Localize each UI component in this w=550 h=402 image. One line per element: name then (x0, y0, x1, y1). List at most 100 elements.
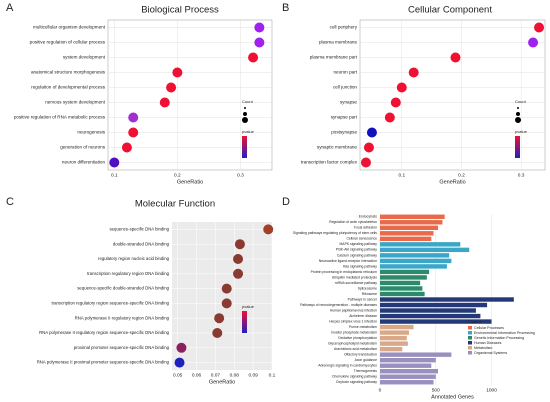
y-tick-label: Spliceosome (358, 286, 378, 290)
legend-colorbar (242, 136, 247, 158)
y-tick-label: RNA polymerase II proximal promoter sequ… (37, 360, 170, 365)
dot (384, 112, 395, 123)
x-tick-label: 0.07 (211, 372, 221, 378)
bar (380, 352, 452, 357)
y-tick-label: Alzheimer disease (349, 314, 377, 318)
bar (380, 319, 492, 324)
y-tick-label: Oxytocin signaling pathway (336, 380, 377, 384)
dot (109, 157, 120, 168)
x-tick-label: 0.1 (398, 172, 405, 178)
legend-label: Cellular Processes (474, 326, 504, 330)
dot (396, 82, 407, 93)
y-tick-label: nervous system development (45, 100, 105, 105)
chart-title: Biological Process (141, 5, 219, 16)
x-tick-label: 0 (379, 387, 382, 393)
dot (221, 298, 232, 309)
y-tick-label: Oxidative phosphorylation (338, 336, 377, 340)
y-tick-label: regulatory region nucleic acid binding (98, 256, 170, 261)
bar (380, 335, 407, 341)
x-tick-label: 0.09 (248, 372, 258, 378)
x-axis-label: GeneRatio (209, 379, 235, 385)
dot (214, 313, 225, 324)
legend-title: Class A (468, 319, 482, 324)
dot (408, 67, 419, 78)
y-tick-label: proximal promoter sequence-specific DNA … (74, 345, 170, 350)
y-tick-label: Herpes simplex virus 1 infection (329, 319, 377, 323)
dot (366, 127, 377, 138)
y-tick-label: Glycerophospholipid metabolism (328, 342, 377, 346)
bar (380, 247, 470, 253)
y-tick-label: Human papillomavirus infection (330, 308, 377, 312)
dot (212, 328, 223, 338)
y-tick-label: RNA polymerase II regulatory region DNA … (75, 315, 170, 320)
dot (534, 22, 545, 33)
y-tick-label: sequence-specific DNA binding (110, 227, 170, 232)
dot (128, 112, 139, 123)
dot (166, 82, 177, 93)
y-tick-label: Ras signaling pathway (343, 264, 377, 268)
legend-swatch (468, 351, 472, 355)
bar (380, 341, 408, 346)
y-tick-label: positive regulation of cellular process (30, 40, 106, 45)
legend-swatch (517, 107, 519, 109)
chart-title: Cellular Component (408, 5, 492, 16)
y-tick-label: double-stranded DNA binding (113, 241, 170, 246)
y-tick-label: Axon guidance (355, 358, 378, 362)
bar (380, 380, 434, 385)
y-tick-label: multicellular organism development (33, 25, 106, 30)
y-tick-label: positive regulation of RNA metabolic pro… (14, 115, 106, 120)
bar (380, 374, 436, 379)
bar (380, 231, 434, 236)
bar (380, 302, 488, 308)
dot (528, 37, 539, 48)
dot (363, 142, 374, 153)
y-tick-label: Signaling pathways regulating pluripoten… (293, 231, 377, 235)
dot (450, 52, 461, 63)
chart-title: Molecular Function (135, 199, 215, 210)
bar (380, 297, 514, 302)
bar (380, 357, 436, 363)
y-tick-label: Calcium signaling pathway (337, 253, 377, 257)
bar (380, 225, 438, 230)
x-axis-label: Annotated Genes (431, 394, 474, 400)
dot (172, 67, 183, 78)
y-tick-label: PI3K-Akt signaling pathway (336, 248, 378, 252)
y-tick-label: Focal adhesion (354, 226, 377, 230)
y-tick-label: transcription factor complex (301, 160, 358, 165)
y-tick-label: generation of neurons (60, 145, 105, 150)
bar (380, 236, 432, 242)
dot (121, 142, 132, 153)
dot (233, 268, 244, 279)
y-tick-label: mRNA surveillance pathway (335, 281, 378, 285)
y-tick-label: transcription regulatory region DNA bind… (87, 271, 170, 276)
y-tick-label: Adrenergic signaling in cardiomyocytes (318, 364, 377, 368)
dot (254, 37, 265, 48)
legend-swatch (468, 346, 472, 350)
y-tick-label: Cellular senescence (346, 237, 377, 241)
y-tick-label: RNA polymerase II regulatory region sequ… (39, 330, 170, 335)
legend-swatch (515, 117, 521, 123)
plot-area (172, 222, 272, 370)
dot (176, 342, 187, 353)
legend-swatch (468, 331, 472, 335)
dot (233, 254, 244, 264)
legend-colorbar (242, 311, 247, 333)
x-tick-label: 0.1 (269, 372, 276, 378)
y-tick-label: Inositol phosphate metabolism (331, 330, 377, 334)
y-tick-label: postsynapse (331, 130, 357, 135)
legend-label: Organismal Systems (474, 351, 507, 355)
legend-swatch (516, 112, 520, 116)
legend-swatch (468, 326, 472, 330)
y-tick-label: neuron part (334, 70, 358, 75)
panel-label: B (282, 2, 289, 14)
legend-swatch (242, 117, 248, 123)
legend-label: Human Diseases (474, 341, 502, 345)
dot (360, 157, 371, 168)
y-tick-label: Thermogenesis (354, 369, 378, 373)
bar (380, 346, 403, 352)
y-tick-label: Neuroactive ligand-receptor interaction (319, 259, 377, 263)
bar (380, 286, 423, 291)
x-axis-label: GeneRatio (439, 179, 465, 185)
y-tick-label: Regulation of actin cytoskeleton (329, 220, 377, 224)
